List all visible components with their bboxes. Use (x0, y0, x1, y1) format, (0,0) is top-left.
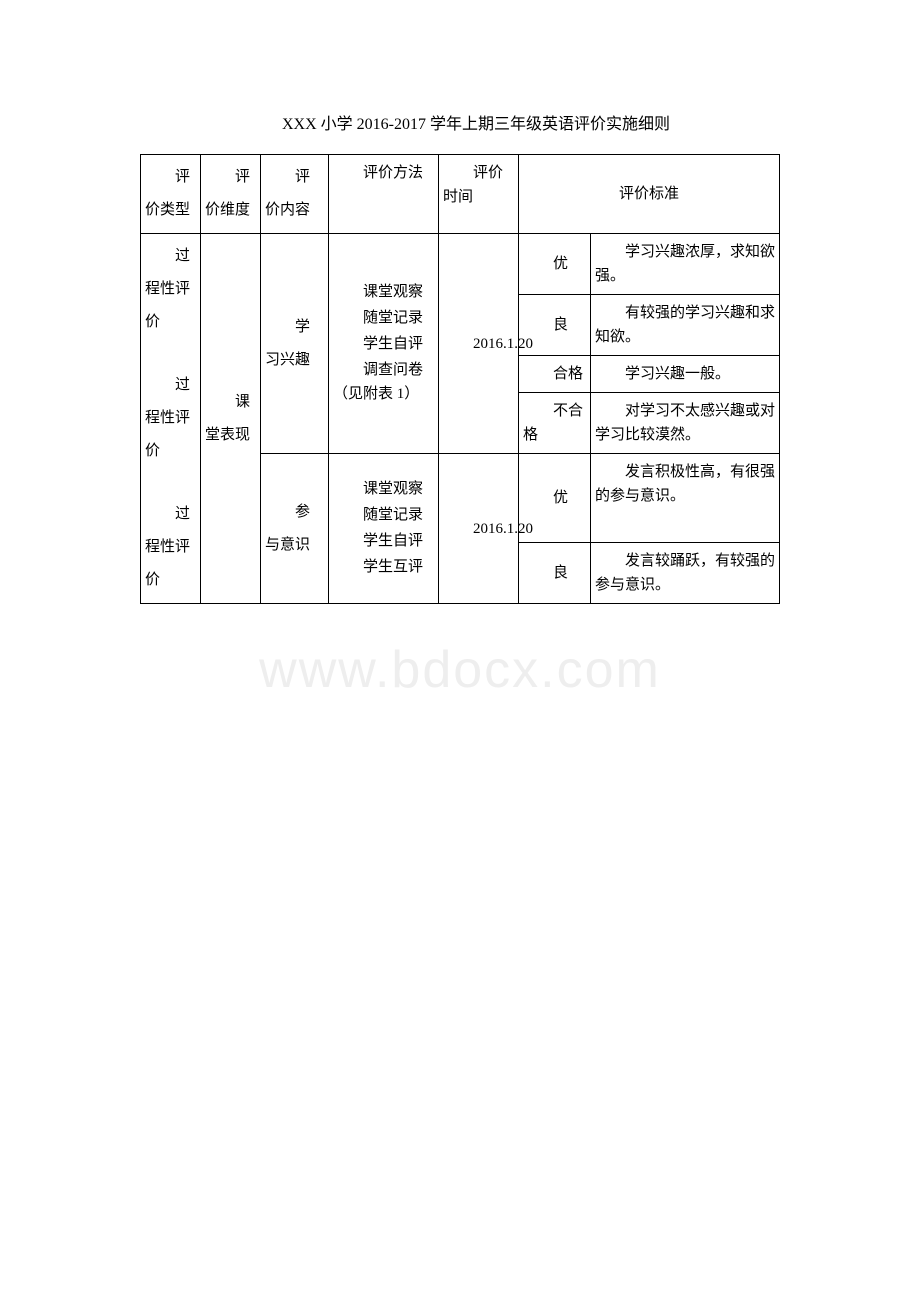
cell-type: 过程性评价 过程性评价 过程性评价 (141, 234, 201, 604)
header-content: 评价内容 (261, 155, 329, 234)
cell-time-1: 2016.1.20 (439, 234, 519, 454)
cell-time-2: 2016.1.20 (439, 454, 519, 604)
header-type: 评价类型 (141, 155, 201, 234)
cell-desc: 学习兴趣一般。 (591, 356, 780, 393)
cell-grade: 合格 (519, 356, 591, 393)
cell-method-1: 课堂观察 随堂记录 学生自评 调查问卷（见附表 1） (329, 234, 439, 454)
cell-grade: 优 (519, 234, 591, 295)
table-header-row: 评价类型 评价维度 评价内容 评价方法 评价时间 评价标准 (141, 155, 780, 234)
document-page: XXX 小学 2016-2017 学年上期三年级英语评价实施细则 评价类型 评价… (0, 0, 920, 664)
cell-grade: 良 (519, 543, 591, 604)
cell-content-2: 参与意识 (261, 454, 329, 604)
table-row: 过程性评价 过程性评价 过程性评价 课堂表现 学习兴趣 课堂观察 随堂记录 学生… (141, 234, 780, 295)
header-method: 评价方法 (329, 155, 439, 234)
cell-desc: 发言较踊跃，有较强的参与意识。 (591, 543, 780, 604)
cell-desc: 有较强的学习兴趣和求知欲。 (591, 295, 780, 356)
page-title: XXX 小学 2016-2017 学年上期三年级英语评价实施细则 (140, 110, 780, 134)
header-time: 评价时间 (439, 155, 519, 234)
cell-content-1: 学习兴趣 (261, 234, 329, 454)
cell-dimension: 课堂表现 (201, 234, 261, 604)
cell-desc: 学习兴趣浓厚，求知欲强。 (591, 234, 780, 295)
cell-method-2: 课堂观察 随堂记录 学生自评 学生互评 (329, 454, 439, 604)
cell-grade: 不合格 (519, 393, 591, 454)
header-standard: 评价标准 (519, 155, 780, 234)
cell-desc: 对学习不太感兴趣或对学习比较漠然。 (591, 393, 780, 454)
header-dimension: 评价维度 (201, 155, 261, 234)
cell-desc: 发言积极性高，有很强的参与意识。 (591, 454, 780, 543)
evaluation-table: 评价类型 评价维度 评价内容 评价方法 评价时间 评价标准 过程性评价 过程性评… (140, 154, 780, 604)
